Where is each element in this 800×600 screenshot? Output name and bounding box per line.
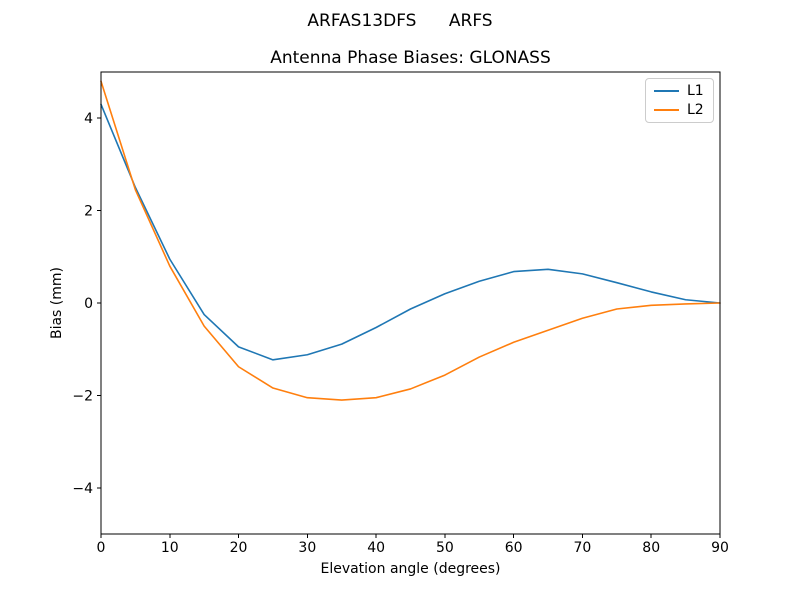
legend: L1 L2: [645, 78, 714, 123]
x-tick-label: 70: [574, 540, 592, 556]
y-axis-label: Bias (mm): [49, 266, 65, 340]
x-tick-label: 10: [161, 540, 179, 556]
x-axis-label: Elevation angle (degrees): [320, 561, 501, 577]
y-tick-label: 2: [84, 204, 93, 220]
legend-line-l1-icon: [654, 90, 679, 92]
y-tick-label: 0: [84, 296, 93, 312]
figure-suptitle: ARFAS13DFS ARFS: [307, 11, 493, 31]
axes-frame: [100, 71, 721, 535]
legend-item-l2: L2: [654, 101, 713, 118]
x-tick-label: 50: [436, 540, 454, 556]
x-tick-label: 0: [97, 540, 106, 556]
legend-label-l2: L2: [687, 101, 704, 118]
chart-title: Antenna Phase Biases: GLONASS: [270, 48, 551, 68]
y-tick-label: −4: [72, 481, 93, 497]
series-line-L2: [100, 80, 721, 401]
x-tick-label: 90: [711, 540, 729, 556]
x-tick-label: 60: [505, 540, 523, 556]
series-line-L1: [100, 103, 721, 361]
legend-label-l1: L1: [687, 82, 704, 99]
x-tick-label: 30: [298, 540, 316, 556]
legend-item-l1: L1: [654, 82, 713, 99]
y-tick-label: 4: [84, 111, 93, 127]
x-tick-label: 80: [642, 540, 660, 556]
y-tick-label: −2: [72, 388, 93, 404]
x-tick-label: 20: [230, 540, 248, 556]
legend-line-l2-icon: [654, 109, 679, 111]
x-tick-label: 40: [367, 540, 385, 556]
